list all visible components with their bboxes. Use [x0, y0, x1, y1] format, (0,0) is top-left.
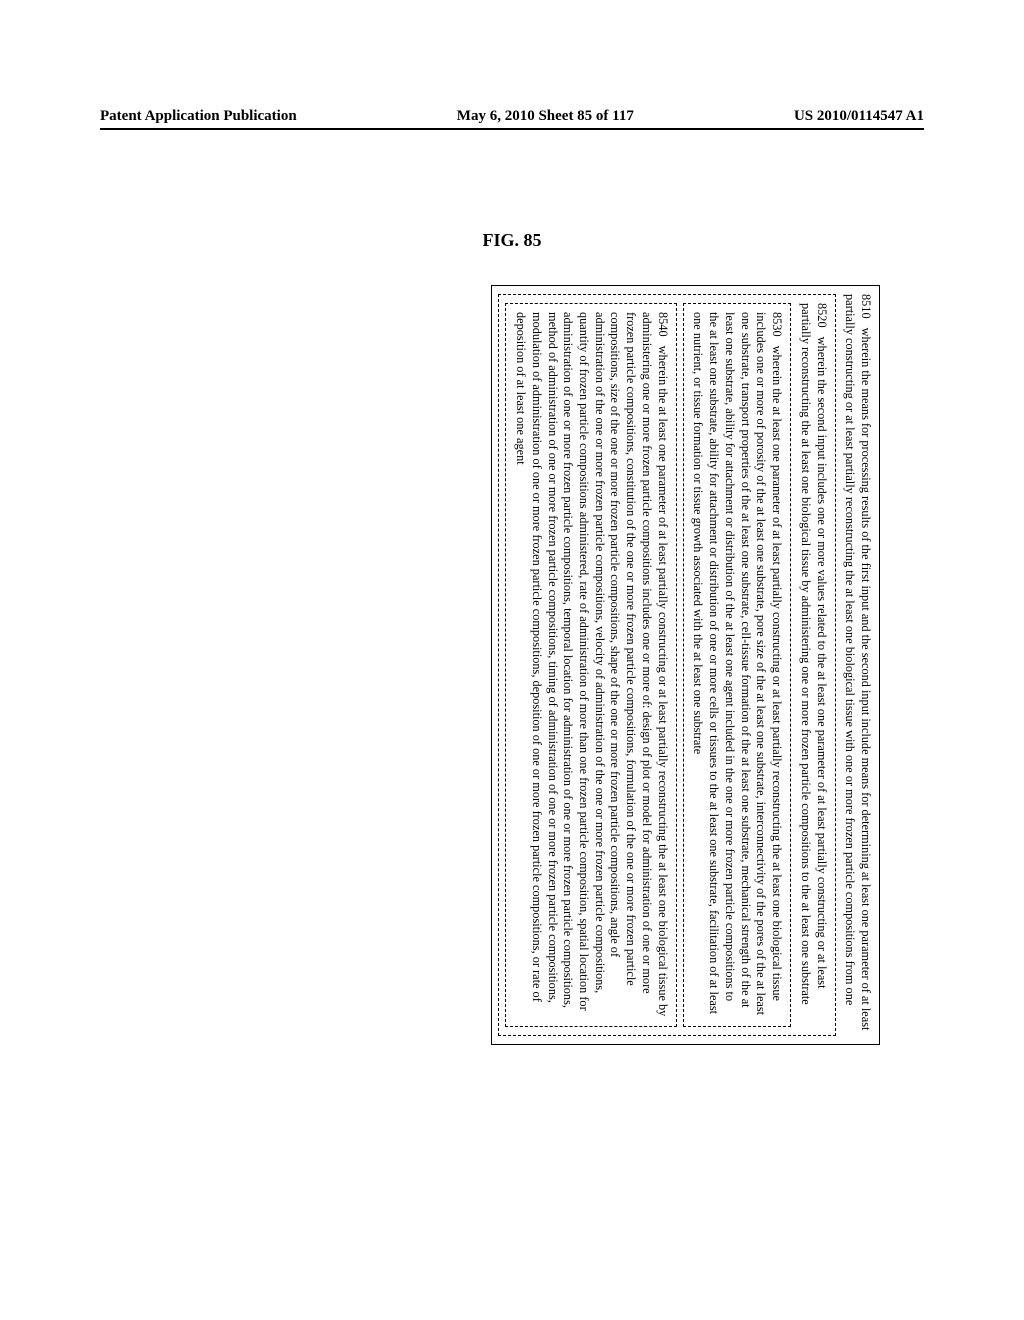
claim-body-8540: wherein the at least one parameter of at… [514, 312, 670, 1016]
claim-ref-8530: 8530 [770, 312, 784, 337]
page-header: Patent Application Publication May 6, 20… [100, 108, 924, 125]
claim-box-8520: 8520 wherein the second input includes o… [498, 294, 835, 1036]
header-right: US 2010/0114547 A1 [794, 108, 924, 125]
claim-body-8510: wherein the means for processing results… [843, 294, 873, 1030]
claim-text-8530: 8530 wherein the at least one parameter … [690, 312, 784, 1018]
claim-box-8530: 8530 wherein the at least one parameter … [683, 303, 791, 1027]
claim-box-8510: 8510 wherein the means for processing re… [491, 285, 880, 1045]
claim-ref-8540: 8540 [656, 312, 670, 337]
diagram-rotated: 8510 wherein the means for processing re… [200, 285, 880, 1045]
header-center: May 6, 2010 Sheet 85 of 117 [457, 108, 634, 125]
claim-ref-8510: 8510 [859, 294, 873, 319]
patent-page: Patent Application Publication May 6, 20… [0, 0, 1024, 1320]
figure-label: FIG. 85 [0, 230, 1024, 251]
claim-text-8510: 8510 wherein the means for processing re… [842, 294, 873, 1036]
claim-box-8540: 8540 wherein the at least one parameter … [505, 303, 676, 1027]
header-left: Patent Application Publication [100, 108, 297, 125]
claim-ref-8520: 8520 [815, 303, 829, 328]
header-divider [100, 128, 924, 130]
claim-body-8530: wherein the at least one parameter of at… [691, 312, 784, 1015]
diagram-container: 8510 wherein the means for processing re… [200, 285, 880, 1045]
claim-text-8540: 8540 wherein the at least one parameter … [512, 312, 669, 1018]
claim-body-8520: wherein the second input includes one or… [799, 303, 829, 1005]
claim-text-8520: 8520 wherein the second input includes o… [797, 303, 828, 1027]
